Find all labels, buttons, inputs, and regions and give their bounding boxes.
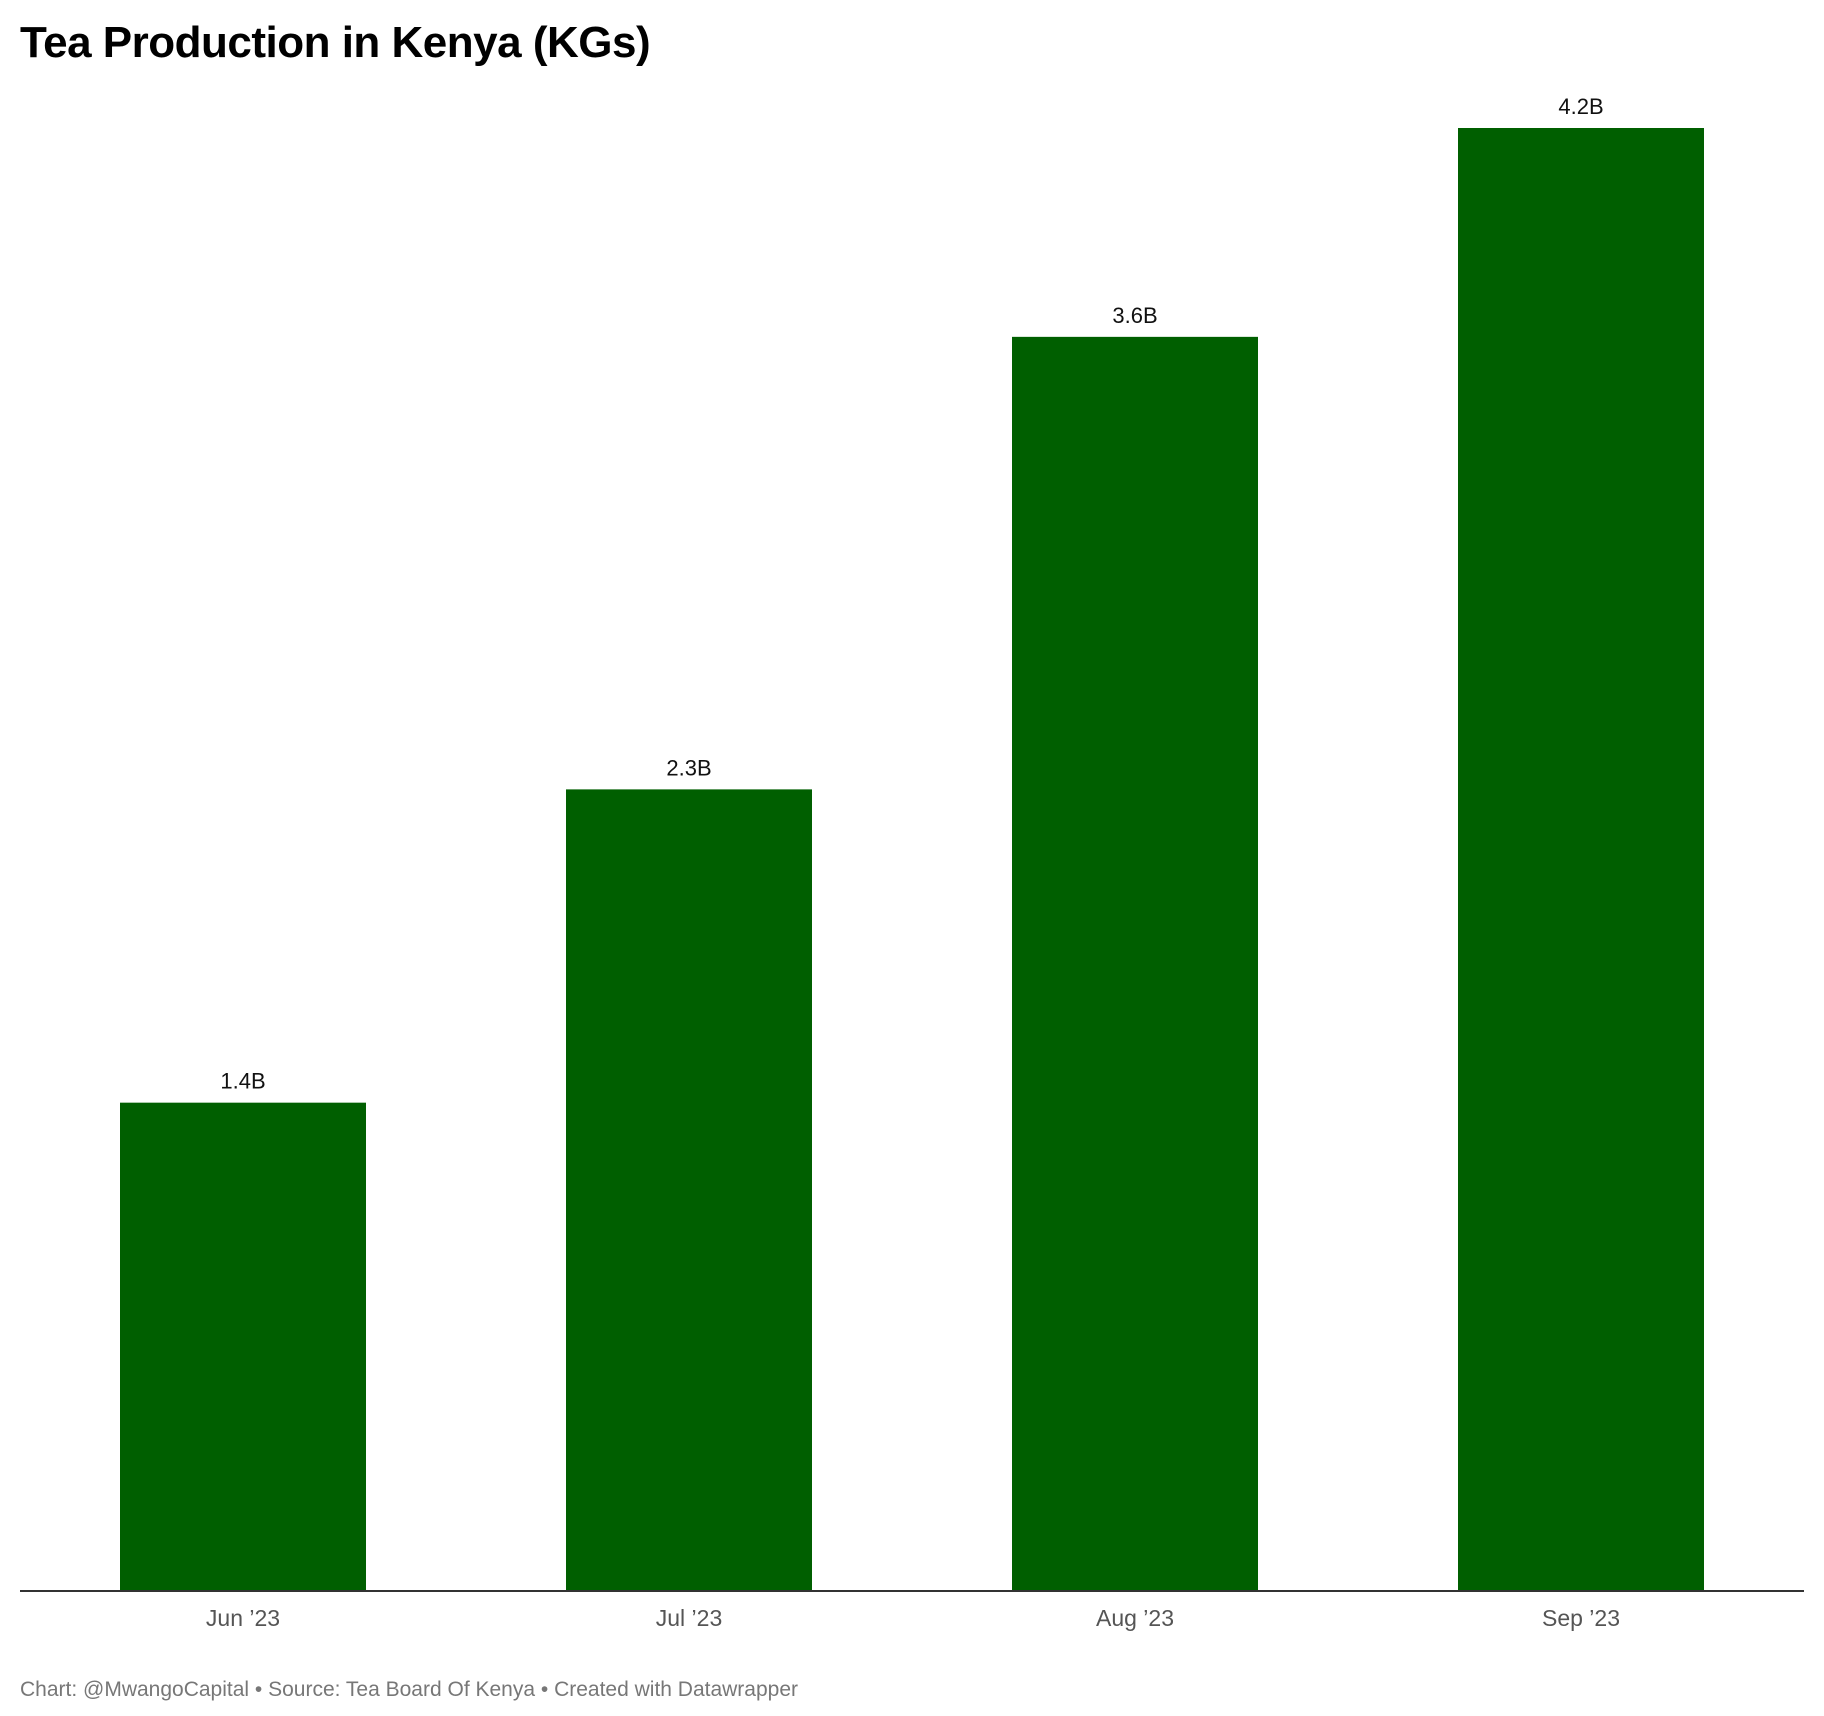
bar-3 xyxy=(1458,128,1704,1590)
bar-0 xyxy=(120,1102,366,1590)
chart-footer: Chart: @MwangoCapital • Source: Tea Boar… xyxy=(20,1678,799,1701)
value-label-1: 2.3B xyxy=(666,755,711,780)
chart-title: Tea Production in Kenya (KGs) xyxy=(20,18,651,67)
x-tick-label-0: Jun ’23 xyxy=(206,1605,280,1631)
bar-1 xyxy=(566,789,812,1590)
bar-2 xyxy=(1012,336,1258,1590)
x-tick-label-3: Sep ’23 xyxy=(1542,1605,1620,1631)
x-tick-label-2: Aug ’23 xyxy=(1096,1605,1174,1631)
value-label-0: 1.4B xyxy=(220,1069,265,1094)
x-tick-label-1: Jul ’23 xyxy=(656,1605,722,1631)
value-labels-group: 1.4B 2.3B 3.6B 4.2B xyxy=(220,94,1603,1094)
value-label-3: 4.2B xyxy=(1558,94,1603,119)
bars-group xyxy=(120,128,1704,1590)
x-tick-labels-group: Jun ’23 Jul ’23 Aug ’23 Sep ’23 xyxy=(206,1605,1620,1631)
value-label-2: 3.6B xyxy=(1112,303,1157,328)
